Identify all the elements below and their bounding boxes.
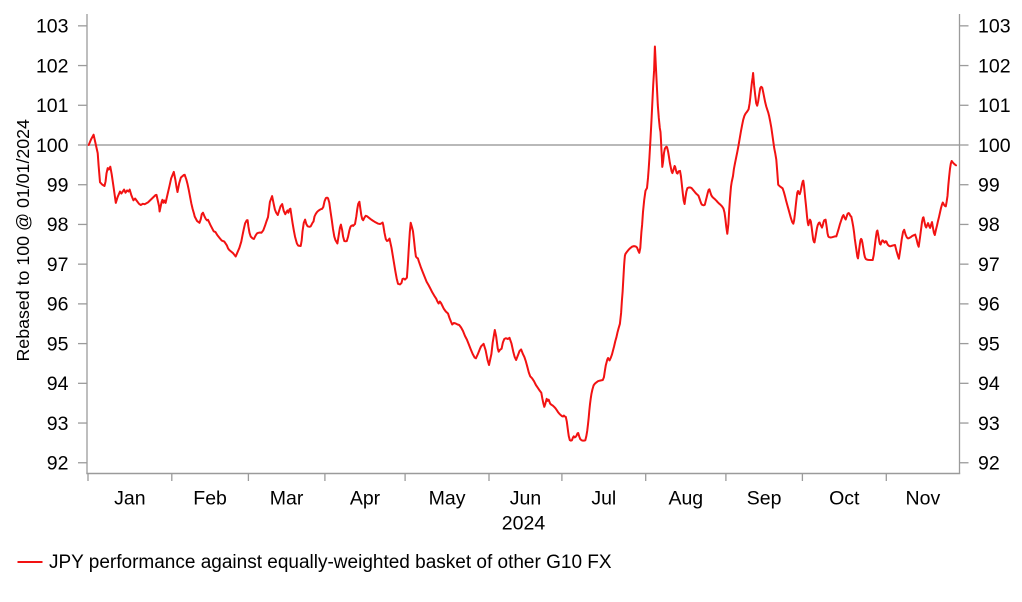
svg-text:95: 95 <box>978 333 1000 355</box>
svg-text:Mar: Mar <box>270 488 304 510</box>
svg-text:99: 99 <box>47 175 69 197</box>
svg-text:94: 94 <box>978 373 1000 395</box>
svg-text:93: 93 <box>978 413 1000 435</box>
svg-text:93: 93 <box>47 413 69 435</box>
svg-text:102: 102 <box>36 55 69 77</box>
svg-text:100: 100 <box>36 135 69 157</box>
svg-text:101: 101 <box>36 95 69 117</box>
svg-text:99: 99 <box>978 175 1000 197</box>
svg-text:Sep: Sep <box>747 488 782 510</box>
svg-text:92: 92 <box>978 453 1000 475</box>
svg-text:97: 97 <box>978 254 1000 276</box>
svg-text:102: 102 <box>978 55 1011 77</box>
svg-text:Feb: Feb <box>193 488 227 510</box>
svg-text:Aug: Aug <box>668 488 703 510</box>
svg-text:Rebased to 100 @ 01/01/2024: Rebased to 100 @ 01/01/2024 <box>13 119 33 362</box>
svg-text:JPY performance against equall: JPY performance against equally-weighted… <box>49 552 612 573</box>
svg-text:92: 92 <box>47 453 69 475</box>
svg-text:Jul: Jul <box>591 488 616 510</box>
svg-text:96: 96 <box>47 294 69 316</box>
svg-text:2024: 2024 <box>502 513 546 535</box>
svg-text:96: 96 <box>978 294 1000 316</box>
svg-text:98: 98 <box>978 214 1000 236</box>
svg-text:101: 101 <box>978 95 1011 117</box>
svg-text:May: May <box>429 488 466 510</box>
svg-text:Nov: Nov <box>906 488 941 510</box>
svg-text:Apr: Apr <box>350 488 381 510</box>
svg-text:Oct: Oct <box>829 488 860 510</box>
svg-text:94: 94 <box>47 373 69 395</box>
svg-text:Jun: Jun <box>510 488 541 510</box>
svg-text:103: 103 <box>978 16 1011 38</box>
svg-text:103: 103 <box>36 16 69 38</box>
svg-text:97: 97 <box>47 254 69 276</box>
svg-text:98: 98 <box>47 214 69 236</box>
svg-text:95: 95 <box>47 333 69 355</box>
svg-text:100: 100 <box>978 135 1011 157</box>
svg-text:Jan: Jan <box>114 488 145 510</box>
